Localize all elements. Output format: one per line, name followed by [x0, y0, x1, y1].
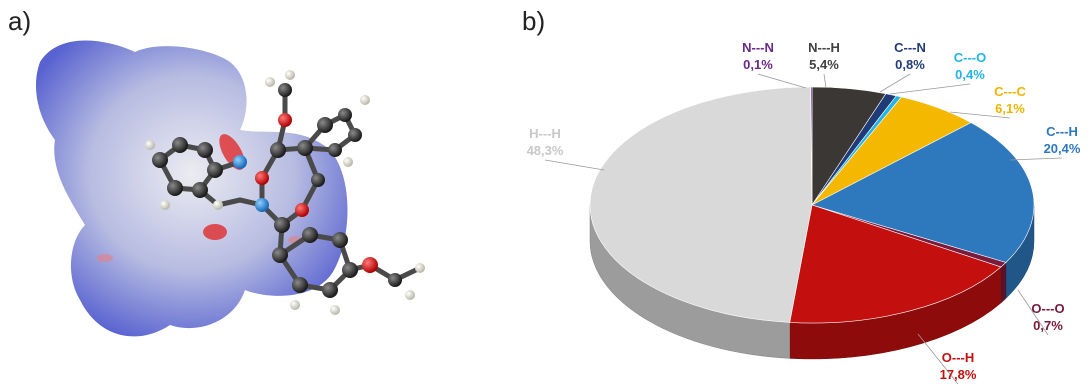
- slice-name-label: C---O: [954, 50, 987, 65]
- slice-name-label: C---N: [894, 40, 926, 55]
- slice-value-label: 0,8%: [895, 57, 925, 72]
- pie-labels: N---H 5,4% C---N 0,8% C---O 0,4% C---C 6,1% C---…: [527, 40, 1081, 385]
- slice-name-label: N---H: [808, 40, 840, 55]
- molecule-atoms: [145, 70, 425, 315]
- leader-line-O---H: [917, 333, 959, 385]
- pie-slice-H---H: [589, 86, 813, 323]
- slice-value-label: 0,7%: [1033, 318, 1063, 333]
- pie-side-O---O: [1000, 261, 1007, 304]
- leader-line-N---H: [823, 73, 827, 89]
- contact-spot: [203, 224, 227, 240]
- pie-chart: [589, 86, 1035, 360]
- panel-a-label: a): [8, 6, 32, 36]
- slice-value-label: 48,3%: [527, 143, 564, 158]
- leader-line-C---C: [949, 111, 1011, 119]
- hirshfeld-surface-image: [35, 40, 425, 337]
- slice-value-label: 17,8%: [940, 367, 977, 382]
- slice-value-label: 0,4%: [955, 67, 985, 82]
- pie-slice-N---N: [810, 86, 813, 206]
- pie-slice-C---H: [811, 122, 1035, 263]
- leader-line-C---H: [1009, 157, 1063, 161]
- pie-slice-O---H: [789, 204, 1002, 324]
- panel-b-label: b): [522, 6, 546, 36]
- slice-name-label: O---O: [1031, 301, 1064, 316]
- leader-line-N---N: [757, 73, 807, 89]
- leader-line-C---O: [889, 83, 971, 95]
- leader-line-O---O: [1017, 289, 1049, 336]
- leader-line-C---N: [879, 73, 911, 93]
- slice-value-label: 5,4%: [809, 57, 839, 72]
- contact-spot: [97, 254, 113, 262]
- leader-line-H---H: [544, 159, 605, 171]
- slice-name-label: O---H: [942, 350, 975, 365]
- slice-value-label: 6,1%: [995, 101, 1025, 116]
- slice-name-label: C---C: [994, 84, 1026, 99]
- slice-name-label: H---H: [529, 126, 561, 141]
- slice-value-label: 0,1%: [743, 57, 773, 72]
- slice-value-label: 20,4%: [1044, 141, 1081, 156]
- slice-name-label: N---N: [742, 40, 774, 55]
- slice-name-label: C---H: [1046, 124, 1078, 139]
